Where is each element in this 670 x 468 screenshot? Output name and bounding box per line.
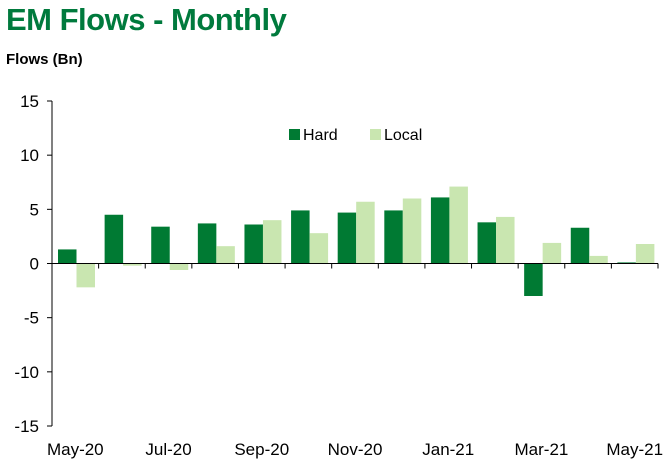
y-axis-units-label: Flows (Bn)	[6, 51, 83, 68]
bar-local-sep-20	[262, 220, 282, 264]
bar-hard-aug-20	[197, 223, 217, 264]
legend-label-hard: Hard	[303, 127, 338, 144]
x-tick-label: Jan-21	[422, 440, 474, 459]
y-tick-label: 5	[30, 200, 39, 219]
legend-swatch-hard	[289, 129, 300, 140]
x-tick-label: Nov-20	[328, 440, 383, 459]
bar-local-jul-20	[169, 263, 189, 270]
bar-hard-oct-20	[291, 210, 310, 264]
legend-swatch-local	[370, 129, 381, 140]
y-tick-label: 10	[20, 146, 39, 165]
bar-hard-may-20	[58, 249, 77, 264]
x-tick-label: Jul-20	[145, 440, 191, 459]
bar-local-nov-20	[356, 201, 375, 264]
bar-hard-dec-20	[384, 210, 403, 264]
bar-hard-jan-21	[430, 197, 450, 264]
bar-hard-mar-21	[524, 263, 543, 296]
y-tick-label: -5	[24, 309, 39, 328]
bar-local-mar-21	[542, 242, 562, 264]
y-tick-label: -15	[14, 417, 39, 436]
y-tick-label: 15	[20, 92, 39, 111]
bar-local-may-20	[76, 263, 95, 288]
x-tick-label: Sep-20	[234, 440, 289, 459]
bar-hard-feb-21	[477, 222, 497, 264]
bar-local-apr-21	[589, 255, 608, 264]
legend-label-local: Local	[384, 127, 422, 144]
bar-local-dec-20	[402, 198, 422, 264]
chart-title: EM Flows - Monthly	[6, 2, 287, 37]
bar-local-jun-20	[123, 263, 142, 266]
bar-local-aug-20	[216, 246, 235, 264]
y-tick-label: 0	[30, 255, 39, 274]
bar-local-jan-21	[449, 186, 468, 264]
x-tick-label: Mar-21	[515, 440, 569, 459]
bar-hard-jul-20	[151, 226, 170, 264]
y-tick-label: -10	[14, 363, 39, 382]
x-tick-label: May-20	[47, 440, 104, 459]
bar-hard-nov-20	[337, 212, 357, 264]
bar-local-may-21	[635, 244, 655, 264]
x-tick-label: May-21	[606, 440, 663, 459]
bar-hard-may-21	[617, 262, 636, 264]
bar-hard-jun-20	[104, 214, 124, 264]
bar-local-oct-20	[309, 233, 329, 264]
bar-hard-apr-21	[570, 227, 590, 264]
bar-local-feb-21	[496, 216, 515, 264]
bar-hard-sep-20	[244, 224, 263, 264]
